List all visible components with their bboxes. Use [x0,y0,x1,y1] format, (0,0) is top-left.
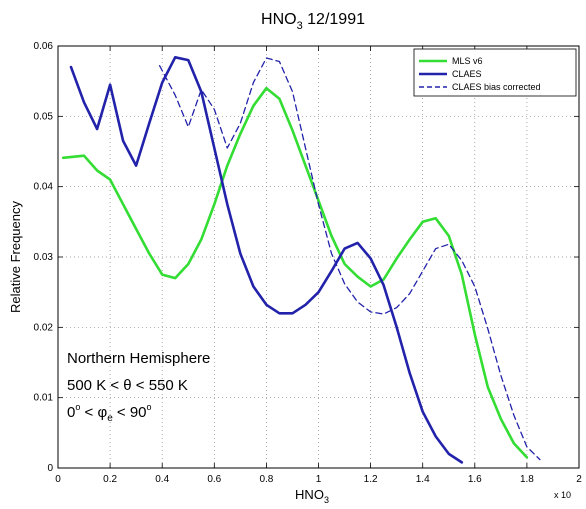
grid-lines [58,46,579,468]
annotation-phi: 0o < φe < 90o [67,402,152,424]
annotation-theta: 500 K < θ < 550 K [67,377,188,394]
x-tick-label: 1 [316,474,322,485]
y-tick-label: 0.03 [34,252,54,263]
legend-label-mls: MLS v6 [452,56,483,66]
y-tick-label: 0.04 [34,182,54,193]
x-tick-label: 2 [576,474,582,485]
y-tick-label: 0.01 [34,393,54,404]
legend: MLS v6 CLAES CLAES bias corrected [413,48,577,97]
x-axis-scale-note: x 10 [554,490,571,500]
annotation-phi-end: < 90 [113,404,147,421]
annotation-phi-middle: < φ [80,404,107,421]
y-tick-label: 0.06 [34,41,54,52]
annotation-phi-subscript: e [107,413,113,424]
x-tick-label: 0 [55,474,61,485]
x-tick-label: 0.2 [103,474,117,485]
x-tick-label: 1.4 [416,474,430,485]
chart-title: HNO3 12/1991 [261,11,365,32]
legend-label-claes-bias: CLAES bias corrected [452,82,541,92]
x-tick-label: 0.4 [155,474,169,485]
annotation-phi-degree-1: o [75,402,80,412]
x-tick-label: 1.6 [468,474,482,485]
series-line-claes [69,55,464,464]
series-line-mls-v6 [61,86,529,459]
tick-group: 0 0.2 0.4 0.6 0.8 1 1.2 1.4 1.6 1.8 2 0 0.01 0.02 0.03… [34,41,583,485]
legend-box [413,48,577,97]
chart-title-suffix: 12/1991 [303,11,365,28]
series-line-claes-bias-corrected [158,57,541,461]
chart-title-main: HNO [261,11,297,28]
x-tick-label: 1.8 [520,474,534,485]
y-axis-label: Relative Frequency [8,201,23,313]
x-tick-label: 0.6 [207,474,221,485]
y-tick-label: 0 [47,463,53,474]
x-axis-label-main: HNO [295,487,324,502]
chart-title-subscript: 3 [297,20,303,32]
annotation-block: Northern Hemisphere 500 K < θ < 550 K 0o… [67,350,210,424]
annotation-phi-start: 0 [67,404,75,421]
x-axis-label-subscript: 3 [324,495,329,504]
y-tick-label: 0.05 [34,111,54,122]
annotation-hemisphere: Northern Hemisphere [67,350,210,367]
series-group [61,55,541,464]
x-tick-label: 1.2 [364,474,378,485]
annotation-phi-degree-2: o [147,402,152,412]
legend-label-claes: CLAES [452,69,482,79]
x-tick-label: 0.8 [259,474,273,485]
x-axis-label: HNO3 [295,487,329,504]
y-tick-label: 0.02 [34,322,54,333]
